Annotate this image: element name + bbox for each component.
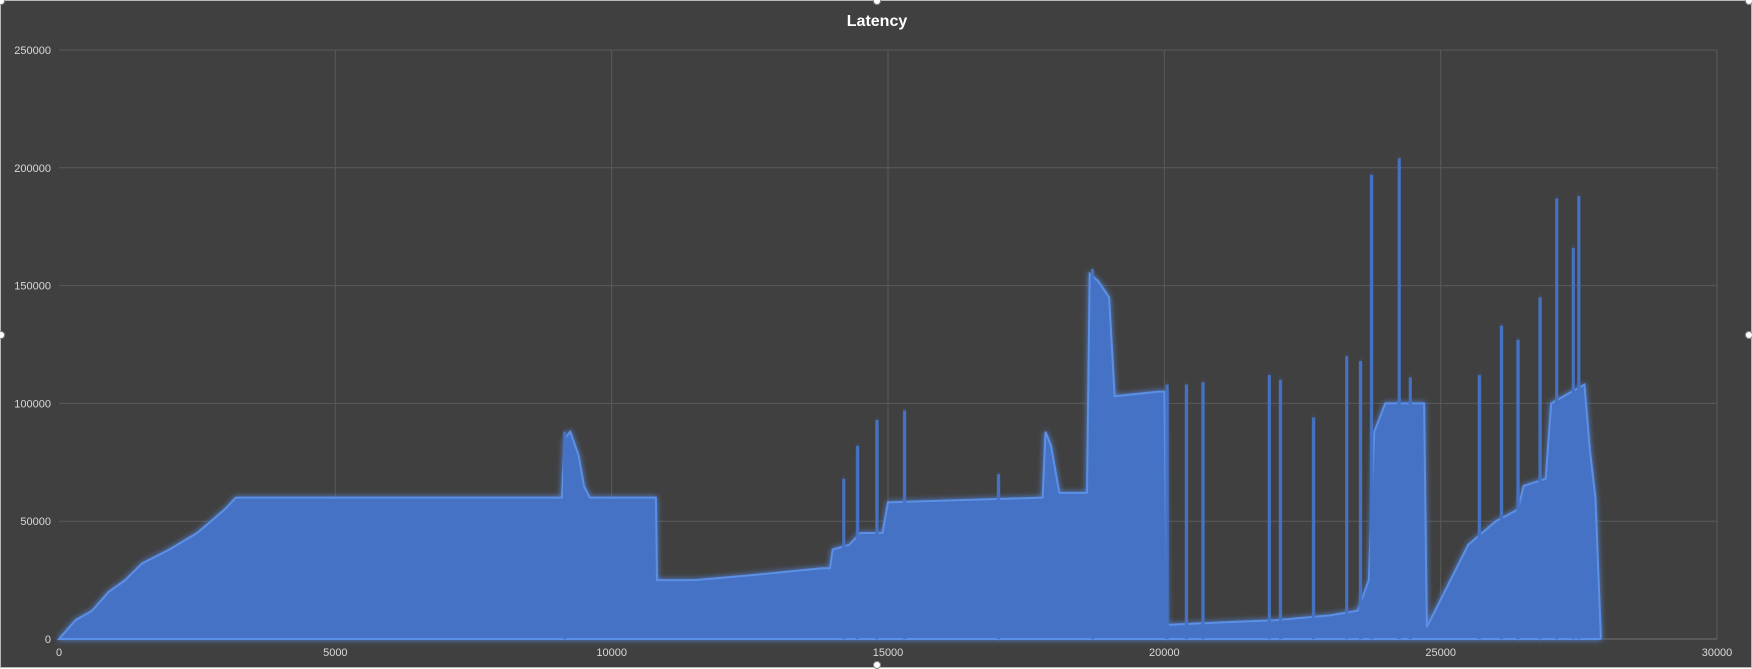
spike-0: [563, 431, 567, 639]
spike-22: [1555, 198, 1559, 640]
spike-24: [1577, 196, 1581, 639]
x-tick-label-2: 10000: [596, 647, 627, 659]
spike-12: [1312, 417, 1316, 639]
resize-handle-middle-right[interactable]: [1745, 331, 1752, 339]
resize-handle-top-center[interactable]: [873, 0, 881, 5]
resize-handle-top-left[interactable]: [0, 0, 5, 5]
latency-series-area: [56, 271, 1602, 640]
spike-10: [1267, 375, 1271, 639]
spike-11: [1278, 379, 1282, 639]
spike-14: [1359, 360, 1363, 639]
tick-layer: 0 50000 100000 150000 200000 250000 0 5000 10000…: [14, 45, 1732, 659]
y-tick-label-4: 200000: [14, 163, 51, 175]
x-tick-label-5: 25000: [1425, 647, 1456, 659]
y-tick-label-1: 50000: [20, 516, 51, 528]
x-tick-label-0: 0: [56, 647, 62, 659]
y-tick-label-2: 100000: [14, 398, 51, 410]
spike-23: [1571, 247, 1575, 640]
spike-2: [856, 445, 860, 639]
spike-19: [1499, 325, 1503, 639]
spike-20: [1516, 339, 1520, 639]
y-tick-label-3: 150000: [14, 281, 51, 293]
spike-7: [1165, 384, 1169, 639]
spike-3: [875, 419, 879, 639]
spike-21: [1538, 297, 1542, 639]
spike-9: [1201, 382, 1205, 639]
spike-17: [1408, 377, 1412, 639]
x-tick-label-6: 30000: [1702, 647, 1733, 659]
spike-15: [1370, 174, 1374, 640]
x-tick-label-4: 20000: [1149, 647, 1180, 659]
spike-8: [1184, 384, 1188, 639]
spike-13: [1345, 356, 1349, 639]
spike-5: [997, 474, 1001, 639]
resize-handle-middle-left[interactable]: [0, 331, 5, 339]
x-tick-label-3: 15000: [873, 647, 904, 659]
spike-1: [842, 478, 846, 639]
spike-18: [1477, 375, 1481, 639]
x-tick-label-1: 5000: [323, 647, 347, 659]
spike-6: [1090, 269, 1094, 639]
spike-16: [1397, 158, 1401, 639]
y-tick-label-5: 250000: [14, 45, 51, 57]
series-layer: [56, 271, 1602, 640]
spike-4: [903, 410, 907, 639]
y-tick-label-0: 0: [45, 634, 51, 646]
resize-handle-top-right[interactable]: [1745, 0, 1752, 5]
spike-layer: [563, 158, 1581, 640]
